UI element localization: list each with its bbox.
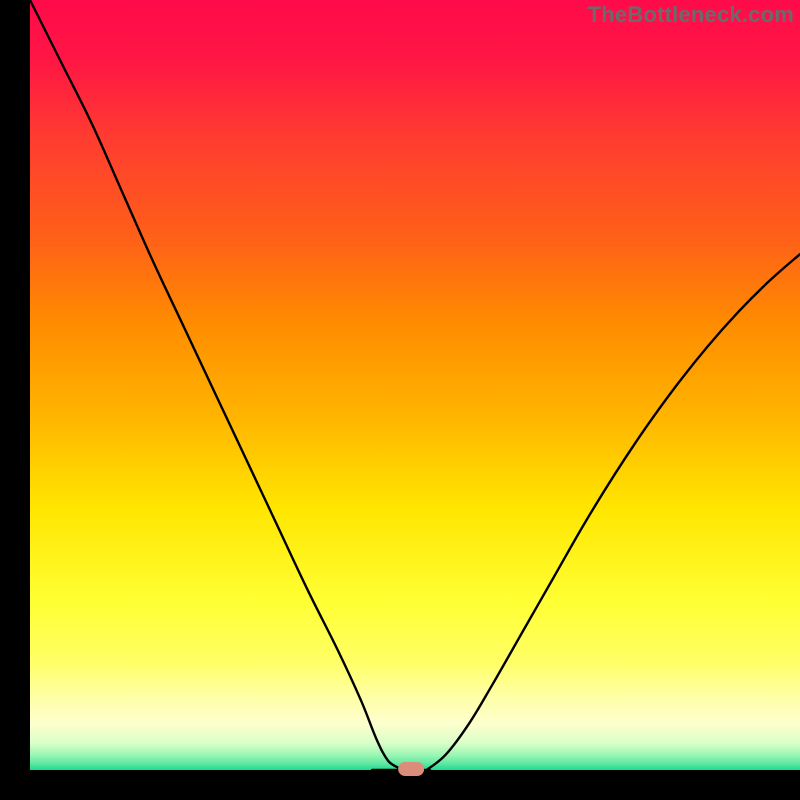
watermark-label: TheBottleneck.com xyxy=(588,2,794,28)
chart-container: TheBottleneck.com xyxy=(0,0,800,800)
optimal-marker xyxy=(398,762,424,776)
bottleneck-chart xyxy=(0,0,800,800)
plot-gradient xyxy=(30,0,800,770)
